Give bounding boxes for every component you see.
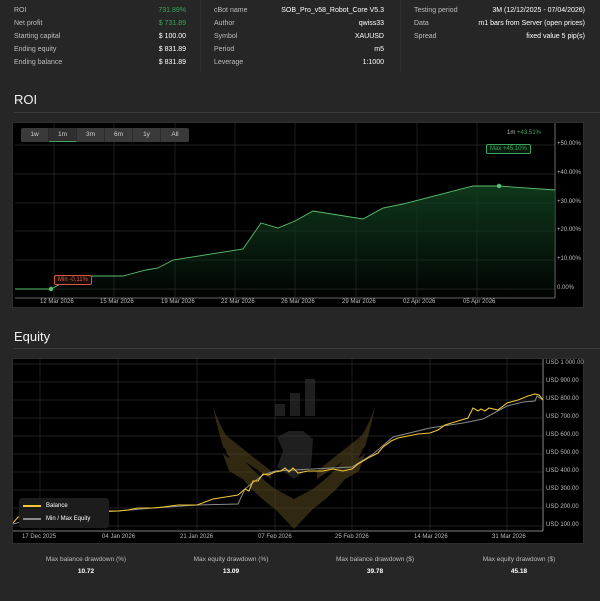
summary-row-symbol: Symbol XAUUSD <box>214 33 384 40</box>
y-axis-label: +10.00% <box>557 256 581 262</box>
net-profit-value: $ 731.89 <box>158 20 186 27</box>
summary-results-column: ROI 731.89% Net profit $ 731.89 Starting c… <box>14 4 186 69</box>
period-roi-readout: 1m +43.51% <box>507 130 541 136</box>
equity-section-title: Equity <box>14 329 51 344</box>
equity-chart[interactable]: Balance Min / Max Equity USD 1 000.00 US… <box>12 358 584 544</box>
range-button-1m[interactable]: 1m <box>49 128 77 142</box>
roi-section-title: ROI <box>14 92 38 107</box>
x-axis-label: 14 Mar 2026 <box>414 534 448 540</box>
equity-chart-plot <box>13 359 544 532</box>
summary-row-roi: ROI 731.89% <box>14 4 186 17</box>
summary-row-net-profit: Net profit $ 731.89 <box>14 17 186 30</box>
x-axis-label: 12 Mar 2026 <box>40 299 74 305</box>
legend-item-balance[interactable]: Balance <box>23 503 68 509</box>
summary-test-column: Testing period 3M (12/12/2025 - 07/04/202… <box>414 4 585 43</box>
range-button-all[interactable]: All <box>161 128 189 142</box>
summary-row-spread: Spread fixed value 5 pip(s) <box>414 33 585 40</box>
range-button-1y[interactable]: 1y <box>133 128 161 142</box>
summary-row-starting-capital: Starting capital $ 100.00 <box>14 33 186 40</box>
divider <box>14 348 600 349</box>
range-selector: 1w 1m 3m 6m 1y All <box>21 128 189 142</box>
x-axis-label: 17 Dec 2025 <box>22 534 57 540</box>
legend-item-min-max-equity[interactable]: Min / Max Equity <box>23 516 90 522</box>
divider <box>14 112 600 113</box>
y-axis-label: 0.00% <box>557 285 575 291</box>
x-axis-label: 22 Mar 2026 <box>221 299 255 305</box>
stat-max-balance-drawdown-usd: Max balance drawdown ($) 39.78 <box>335 556 415 575</box>
y-axis-label: +20.00% <box>557 227 581 233</box>
x-axis-label: 05 Apr 2026 <box>463 299 496 305</box>
y-axis-label: USD 600.00 <box>546 432 579 438</box>
roi-chart[interactable]: 1w 1m 3m 6m 1y All 1m +43.51% Max +45.10… <box>12 122 584 308</box>
equity-swatch <box>23 518 41 520</box>
y-axis-label: USD 100.00 <box>546 522 579 528</box>
x-axis-label: 31 Mar 2026 <box>492 534 526 540</box>
y-axis-label: +30.00% <box>557 199 581 205</box>
balance-swatch <box>23 505 41 507</box>
y-axis-label: USD 400.00 <box>546 468 579 474</box>
summary-row-testing-period: Testing period 3M (12/12/2025 - 07/04/202… <box>414 7 585 14</box>
min-roi-tag: Min -0.11% <box>54 275 92 285</box>
range-button-1w[interactable]: 1w <box>21 128 49 142</box>
summary-row-ending-equity: Ending equity $ 831.89 <box>14 46 186 53</box>
x-axis-label: 04 Jan 2026 <box>102 534 136 540</box>
stat-max-equity-drawdown-usd: Max equity drawdown ($) 45.18 <box>482 556 556 575</box>
range-button-6m[interactable]: 6m <box>105 128 133 142</box>
y-axis-label: USD 900.00 <box>546 378 579 384</box>
roi-chart-plot <box>15 123 556 299</box>
summary-row-ending-balance: Ending balance $ 831.89 <box>14 59 186 66</box>
summary-bot-column: cBot name SOB_Pro_v58_Robot_Core V5.3 Aut… <box>214 4 384 69</box>
equity-legend: Balance Min / Max Equity <box>19 498 109 528</box>
roi-value: 731.89% <box>158 7 186 14</box>
summary-row-period: Period m5 <box>214 46 384 53</box>
y-axis-label: USD 500.00 <box>546 450 579 456</box>
range-button-3m[interactable]: 3m <box>77 128 105 142</box>
y-axis-label: USD 1 000.00 <box>546 360 584 366</box>
max-point <box>496 183 502 189</box>
summary-row-leverage: Leverage 1:1000 <box>214 59 384 66</box>
x-axis-label: 25 Feb 2026 <box>335 534 369 540</box>
x-axis-label: 26 Mar 2026 <box>281 299 315 305</box>
stat-max-balance-drawdown-pct: Max balance drawdown (%) 10.72 <box>45 556 127 575</box>
x-axis-label: 21 Jan 2026 <box>180 534 214 540</box>
stat-max-equity-drawdown-pct: Max equity drawdown (%) 13.09 <box>193 556 269 575</box>
y-axis-label: +40.00% <box>557 170 581 176</box>
y-axis-label: USD 300.00 <box>546 486 579 492</box>
summary-row-data: Data m1 bars from Server (open prices) <box>414 20 585 27</box>
eagle-logo-watermark <box>213 379 375 529</box>
x-axis-label: 19 Mar 2026 <box>161 299 195 305</box>
x-axis-label: 07 Feb 2026 <box>258 534 292 540</box>
max-roi-tag: Max +45.10% <box>486 144 531 154</box>
divider <box>200 0 201 72</box>
y-axis-label: +50.00% <box>557 141 581 147</box>
y-axis-label: USD 800.00 <box>546 396 579 402</box>
backtest-summary: ROI 731.89% Net profit $ 731.89 Starting c… <box>0 0 600 72</box>
y-axis-label: USD 200.00 <box>546 504 579 510</box>
summary-row-author: Author qwiss33 <box>214 20 384 27</box>
x-axis-label: 02 Apr 2026 <box>403 299 436 305</box>
y-axis-label: USD 700.00 <box>546 414 579 420</box>
min-point <box>48 286 54 292</box>
x-axis-label: 29 Mar 2026 <box>342 299 376 305</box>
summary-row-cbot-name: cBot name SOB_Pro_v58_Robot_Core V5.3 <box>214 7 384 14</box>
x-axis-label: 15 Mar 2026 <box>100 299 134 305</box>
divider <box>400 0 401 72</box>
